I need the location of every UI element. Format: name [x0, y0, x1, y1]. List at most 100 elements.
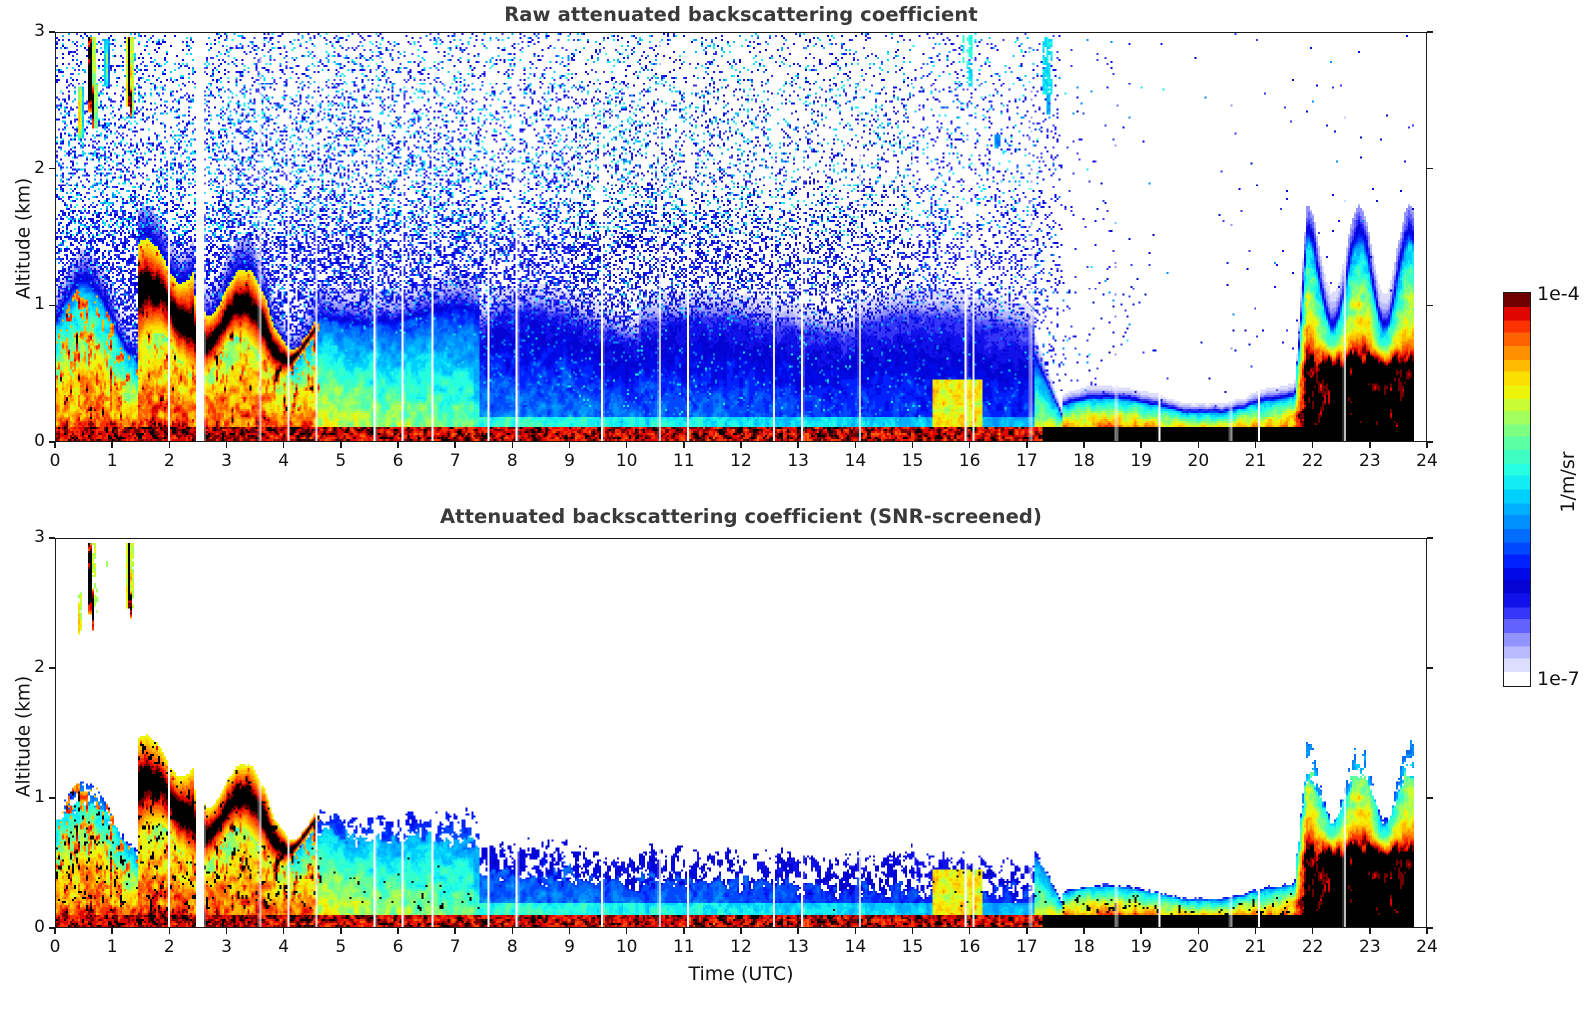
x-tick [54, 928, 56, 934]
x-tick-label: 15 [901, 451, 924, 471]
x-tick-label: 7 [449, 937, 461, 957]
x-tick [111, 928, 113, 934]
x-tick-label: 10 [615, 937, 638, 957]
x-tick-label: 20 [1187, 451, 1210, 471]
x-tick [911, 442, 914, 448]
y-tick [49, 797, 55, 799]
x-tick [397, 928, 399, 934]
y-tick-label: 2 [34, 157, 45, 178]
plot-area-screened[interactable] [55, 538, 1427, 928]
x-tick-label: 19 [1130, 451, 1152, 471]
x-tick [797, 442, 799, 448]
x-tick-label: 15 [901, 937, 924, 957]
x-tick [968, 442, 971, 448]
y-tick-right [1427, 797, 1433, 799]
x-tick-label: 17 [1016, 451, 1038, 471]
x-tick [454, 928, 456, 934]
y-axis-label-screened: Altitude (km) [13, 675, 35, 798]
x-tick [454, 442, 456, 448]
x-tick [625, 442, 628, 448]
y-tick-right [1427, 927, 1433, 929]
x-tick [911, 928, 914, 934]
x-tick-label: 16 [958, 937, 981, 957]
colorbar-max-label: 1e-4 [1537, 283, 1580, 305]
x-tick-label: 5 [335, 451, 347, 471]
x-tick-label: 1 [106, 451, 118, 471]
colorbar-min-label: 1e-7 [1537, 668, 1580, 690]
x-tick [511, 928, 514, 934]
y-tick [49, 667, 55, 669]
x-tick [683, 928, 685, 934]
colorbar-gradient [1503, 292, 1531, 687]
y-tick-right [1427, 304, 1433, 307]
x-tick [1311, 442, 1314, 448]
x-tick-label: 13 [787, 937, 809, 957]
x-tick-label: 23 [1359, 451, 1381, 471]
x-tick-label: 24 [1416, 937, 1438, 957]
x-tick-label: 0 [49, 451, 61, 471]
x-tick-label: 24 [1416, 451, 1438, 471]
x-tick-label: 5 [335, 937, 347, 957]
x-tick-label: 11 [673, 937, 695, 957]
colorbar[interactable] [1503, 292, 1531, 687]
y-tick [49, 537, 55, 539]
x-tick [1140, 442, 1142, 448]
x-tick [1197, 442, 1200, 448]
x-tick [740, 442, 742, 448]
x-tick-label: 22 [1301, 937, 1324, 957]
y-tick-label: 0 [34, 917, 45, 937]
x-tick [1197, 928, 1200, 934]
x-tick-label: 12 [730, 451, 752, 471]
x-tick [1369, 928, 1371, 934]
y-tick-right [1427, 537, 1433, 539]
x-tick [1311, 928, 1314, 934]
y-tick [49, 31, 55, 33]
x-tick-label: 7 [449, 451, 461, 471]
plot-area-raw[interactable] [55, 32, 1427, 442]
x-tick-label: 21 [1244, 937, 1267, 957]
y-tick-right [1427, 667, 1433, 669]
x-tick-label: 4 [278, 937, 290, 957]
x-tick [683, 442, 685, 448]
x-tick [740, 928, 742, 934]
x-tick-label: 6 [392, 937, 404, 957]
x-tick-label: 0 [49, 937, 61, 957]
x-tick-label: 12 [730, 937, 752, 957]
y-tick-label: 2 [34, 657, 45, 677]
x-tick [397, 442, 399, 448]
x-tick-label: 20 [1187, 937, 1210, 957]
x-tick-label: 9 [564, 451, 575, 471]
y-tick [49, 167, 55, 170]
x-tick [282, 442, 285, 448]
y-tick-right [1427, 167, 1433, 170]
x-tick-label: 21 [1244, 451, 1267, 471]
x-tick-label: 18 [1073, 937, 1095, 957]
heatmap-screened [56, 539, 1426, 927]
y-tick-label: 1 [34, 787, 45, 807]
x-tick-label: 2 [163, 451, 175, 471]
x-tick [1254, 442, 1257, 448]
x-tick-label: 10 [615, 451, 638, 471]
x-tick-label: 13 [787, 451, 809, 471]
x-tick [1083, 928, 1085, 934]
panel-title-screened: Attenuated backscattering coefficient (S… [439, 505, 1043, 528]
x-tick [225, 442, 228, 448]
x-axis-label: Time (UTC) [688, 963, 794, 985]
x-tick [625, 928, 628, 934]
x-tick [54, 442, 56, 448]
x-tick-label: 22 [1301, 451, 1324, 471]
y-tick-right [1427, 441, 1433, 443]
x-tick [854, 928, 857, 934]
panel-title-raw: Raw attenuated backscattering coefficien… [504, 3, 978, 26]
x-tick-label: 1 [106, 937, 118, 957]
x-tick-label: 6 [392, 451, 404, 471]
x-tick-label: 9 [564, 937, 575, 957]
x-tick [1026, 928, 1028, 934]
x-tick [340, 442, 342, 448]
colorbar-unit-label: 1/m/sr [1557, 451, 1579, 513]
y-tick-label: 1 [34, 294, 45, 315]
y-tick [49, 304, 55, 307]
x-tick-label: 8 [506, 451, 518, 471]
x-tick-label: 19 [1130, 937, 1152, 957]
x-tick-label: 17 [1016, 937, 1038, 957]
